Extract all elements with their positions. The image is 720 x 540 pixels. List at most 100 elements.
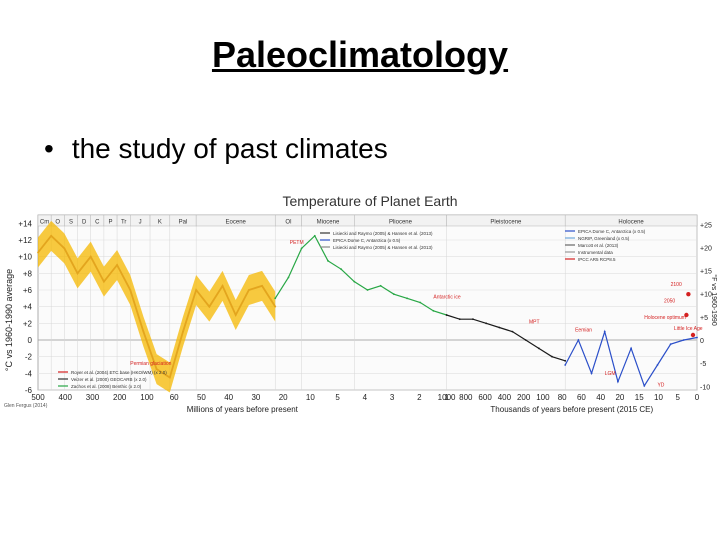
data-point xyxy=(63,247,66,250)
x-tick-label: 5 xyxy=(335,393,340,402)
x-tick-label: 60 xyxy=(577,393,586,402)
x-tick-label: 100 xyxy=(140,393,154,402)
x-tick-label: 50 xyxy=(197,393,206,402)
y-tick-label: +8 xyxy=(23,269,33,278)
data-point xyxy=(89,255,92,258)
x-tick-label: 1000 xyxy=(438,393,456,402)
x-tick-label: 10 xyxy=(306,393,315,402)
x-tick-label: 20 xyxy=(615,393,624,402)
modern-projection-point xyxy=(690,332,696,338)
data-point xyxy=(577,339,580,341)
data-point xyxy=(37,251,39,254)
annotation-label: Eemian xyxy=(575,328,592,334)
period-label-d: D xyxy=(82,220,87,226)
annotation-label: 2100 xyxy=(671,282,682,288)
period-label-ol: Ol xyxy=(285,220,291,226)
data-point xyxy=(76,272,79,275)
x-tick-label: 5 xyxy=(676,393,681,402)
data-point xyxy=(313,234,316,237)
period-label-p: P xyxy=(108,220,112,226)
x-section-label-0: Millions of years before present xyxy=(187,405,299,414)
period-label-pleistocene: Pleistocene xyxy=(490,220,522,226)
period-label-holocene: Holocene xyxy=(618,220,644,226)
data-point xyxy=(643,384,646,387)
right-tick-label: +10 xyxy=(700,292,712,299)
period-cell-holocene xyxy=(564,214,698,227)
data-point xyxy=(142,330,145,333)
annotation-label: Holocene optimum xyxy=(644,315,686,321)
y-tick-label: +14 xyxy=(18,219,32,228)
right-tick-label: -10 xyxy=(700,384,710,391)
data-point xyxy=(511,330,514,333)
data-point xyxy=(116,264,118,266)
x-tick-label: 800 xyxy=(459,393,473,402)
period-label-pal: Pal xyxy=(179,220,188,226)
x-tick-label: 500 xyxy=(31,393,45,402)
data-point xyxy=(564,364,567,366)
data-point xyxy=(669,343,672,346)
right-tick-label: 0 xyxy=(700,338,704,345)
x-section-label-1: Thousands of years before present (2015 … xyxy=(490,405,653,414)
x-tick-label: 15 xyxy=(635,393,644,402)
data-point xyxy=(327,259,329,262)
y-tick-label: +4 xyxy=(23,303,33,312)
series-line-neogene xyxy=(446,314,566,362)
data-point xyxy=(419,301,422,304)
legend-entry: NGRIP, Greenland (x 0.5) xyxy=(578,236,630,241)
data-point xyxy=(617,380,619,383)
x-tick-label: 30 xyxy=(251,393,260,402)
legend-entry: Zachos et al. (2008) Benthic (x 2.0) xyxy=(71,384,142,389)
legend-entry: EPICA Dome C, Antarctica (x 0.5) xyxy=(578,229,646,234)
x-tick-label: 40 xyxy=(596,393,605,402)
legend-entry: Instrumental data xyxy=(578,250,613,255)
x-tick-label: 10 xyxy=(654,393,663,402)
x-tick-label: 40 xyxy=(224,393,233,402)
temperature-chart: Temperature of Planet Earth °C vs 1960-1… xyxy=(0,180,720,420)
right-tick-label: -5 xyxy=(700,361,706,368)
y-tick-label: -2 xyxy=(25,353,33,362)
y-tick-label: +6 xyxy=(23,286,33,295)
data-point xyxy=(195,289,198,291)
data-point xyxy=(590,372,593,375)
y-tick-label: -6 xyxy=(25,386,33,395)
x-tick-label: 400 xyxy=(59,393,73,402)
x-tick-label: 1 xyxy=(444,393,449,402)
data-point xyxy=(168,376,171,379)
data-point xyxy=(603,330,606,333)
legend-entry: Lisiecki and Raymo (2005) & Hansen et al… xyxy=(333,245,433,250)
period-label-j: J xyxy=(139,220,142,226)
legend-entry: Marcott et al. (2013) xyxy=(578,243,619,248)
annotation-label: MPT xyxy=(529,319,540,325)
x-tick-label: 100 xyxy=(536,393,550,402)
data-point xyxy=(208,305,211,308)
y-tick-label: -4 xyxy=(25,369,33,378)
data-point xyxy=(379,284,382,287)
data-point xyxy=(340,268,343,271)
x-tick-label: 600 xyxy=(478,393,492,402)
annotation-label: YD xyxy=(657,383,664,389)
annotation-label: PETM xyxy=(290,240,304,246)
x-tick-label: 400 xyxy=(498,393,512,402)
data-point xyxy=(392,293,395,296)
data-point xyxy=(696,336,698,339)
y-axis-label: °C vs 1960-1990 average xyxy=(4,269,14,371)
x-tick-label: 20 xyxy=(279,393,288,402)
period-label-o: O xyxy=(55,220,60,226)
uncertainty-band xyxy=(38,220,276,393)
data-point xyxy=(630,347,632,350)
x-tick-label: 200 xyxy=(517,393,531,402)
period-label-pliocene: Pliocene xyxy=(389,220,413,226)
data-point xyxy=(498,326,501,329)
data-point xyxy=(406,297,408,300)
data-point xyxy=(234,314,237,316)
data-point xyxy=(537,347,540,350)
right-tick-label: +20 xyxy=(700,245,712,252)
data-point xyxy=(682,339,685,341)
data-point xyxy=(472,318,474,321)
bullet-item: • the study of past climates xyxy=(44,133,388,165)
legend-entry: Veizer et al. (2000) GEOCARB (x 2.0) xyxy=(71,377,147,382)
slide-title: Paleoclimatology xyxy=(211,34,509,75)
period-label-eocene: Eocene xyxy=(226,220,247,226)
x-tick-label: 60 xyxy=(170,393,179,402)
data-point xyxy=(129,289,132,291)
